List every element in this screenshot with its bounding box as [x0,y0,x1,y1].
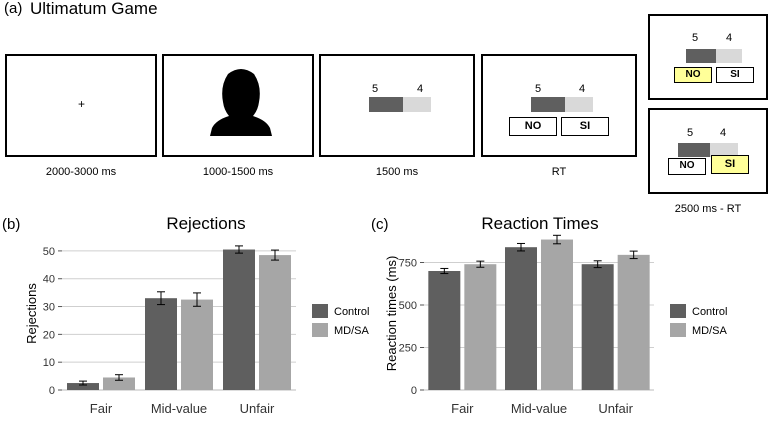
reaction-times-chart: 0 250 500 750 Fair Mid-value Unfair Reaction ti… [384,234,728,416]
rejections-y-tick-label: 0 [49,385,55,397]
decision-bar-proposer [531,97,565,112]
reaction-times-x-tick-label: Fair [451,401,474,416]
rejections-legend-swatch [312,304,328,318]
si-button: SI [561,117,609,136]
no-button: NO [509,117,557,136]
rejections-y-tick-label: 40 [43,274,55,286]
reaction-times-bar-mdsa-fair [464,264,497,390]
decision-frame: 5 4 NO SI [481,54,637,157]
frame-2-caption: 1000-1500 ms [202,166,274,178]
rejections-y-tick-label: 50 [43,246,55,258]
feedback-no-selected-no: NO [674,67,712,83]
offer-frame: 5 4 [319,54,475,157]
proposer-frame [162,54,314,157]
reaction-times-x-tick-label: Unfair [598,401,633,416]
offer-proposer-amount: 5 [372,83,379,95]
rejections-bar-mdsa-midvalue [181,299,213,390]
reaction-times-y-tick-label: 0 [411,385,417,397]
rejections-chart: 0 10 20 30 40 50 Fair Mid-value Unfair Rejections… [24,237,370,416]
rejections-plot-area [62,237,296,390]
reaction-times-chart-title: Reaction Times [481,214,599,233]
feedback-si-bar-responder [710,143,738,157]
rejections-x-tick-label: Mid-value [151,401,207,416]
offer-responder-amount: 4 [417,83,424,95]
reaction-times-bar-mdsa-unfair [617,254,650,390]
rejections-y-tick-label: 20 [43,329,55,341]
feedback-no-proposer-amount: 5 [692,32,699,44]
reaction-times-x-tick-label: Mid-value [511,401,567,416]
reaction-times-bar-control-fair [428,271,461,390]
feedback-caption: 2500 ms - RT [674,203,742,215]
feedback-no-bar-proposer [686,49,716,63]
reaction-times-legend-swatch [670,304,686,318]
reaction-times-legend-label: MD/SA [692,325,728,337]
feedback-si-proposer-amount: 5 [687,127,694,139]
feedback-no-si: SI [716,67,754,83]
reaction-times-y-tick-label: 500 [399,300,417,312]
fixation-frame: + [5,54,157,157]
decision-responder-amount: 4 [579,83,586,95]
feedback-no-frame: 5 4 NO SI [648,14,768,100]
decision-bar-responder [565,97,593,112]
panel-b-label: (b) [2,216,21,233]
reaction-times-bar-control-midvalue [505,247,537,390]
frame-4-caption: RT [551,166,567,178]
panel-a-label: (a) [4,0,23,17]
rejections-legend-swatch [312,323,328,337]
offer-bar-responder [403,97,431,112]
rejections-bar-control-fair [67,383,99,390]
feedback-si-selected-si: SI [711,155,749,174]
reaction-times-legend-label: Control [692,306,727,318]
panel-a-title: Ultimatum Game [30,0,158,18]
reaction-times-legend-swatch [670,323,686,337]
person-silhouette-icon [210,69,272,136]
frame-1-caption: 2000-3000 ms [45,166,117,178]
rejections-chart-title: Rejections [166,214,246,233]
rejections-y-tick-label: 10 [43,357,55,369]
rejections-legend-label: Control [334,306,369,318]
fixation-cross: + [78,97,86,111]
reaction-times-bar-mdsa-midvalue [541,239,573,390]
feedback-si-responder-amount: 4 [720,127,727,139]
rejections-bar-control-midvalue [145,298,177,390]
feedback-no-bar-responder [716,49,742,63]
feedback-si-no: NO [668,158,706,175]
rejections-bar-mdsa-unfair [259,255,291,390]
reaction-times-y-tick-label: 250 [399,343,417,355]
rejections-x-tick-label: Unfair [240,401,275,416]
feedback-si-bar-proposer [678,143,710,157]
rejections-bar-mdsa-fair [103,377,135,390]
offer-bar-proposer [369,97,403,112]
rejections-y-tick-label: 30 [43,302,55,314]
reaction-times-bar-control-unfair [581,264,614,390]
reaction-times-y-axis-label: Reaction times (ms) [384,256,399,372]
rejections-legend-label: MD/SA [334,325,370,337]
reaction-times-y-tick-label: 750 [399,258,417,270]
rejections-y-axis-label: Rejections [24,283,39,344]
rejections-x-tick-label: Fair [90,401,113,416]
feedback-no-responder-amount: 4 [726,32,733,44]
decision-proposer-amount: 5 [535,83,542,95]
feedback-si-frame: 5 4 NO SI [648,108,768,194]
frame-3-caption: 1500 ms [375,166,419,178]
rejections-bar-control-unfair [223,249,255,390]
panel-c-label: (c) [371,216,389,233]
